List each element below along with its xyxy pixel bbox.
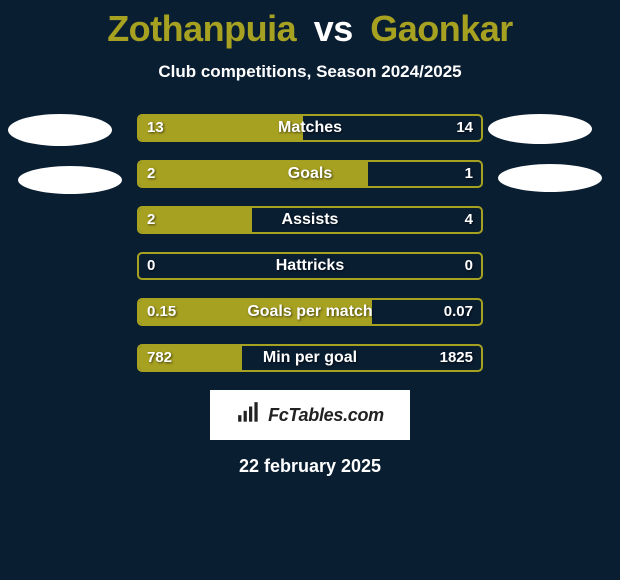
chart-area: 13Matches14 2Goals1 2Assists4 0Hattricks0 0.… [0, 114, 620, 372]
bar-chart-icon [236, 400, 262, 431]
stat-value-right: 0 [465, 254, 473, 278]
stat-value-right: 1825 [440, 346, 473, 370]
team-badge-placeholder [488, 114, 592, 144]
stat-row: 0Hattricks0 [137, 252, 483, 280]
logo-text: FcTables.com [268, 405, 384, 426]
stat-label: Hattricks [139, 254, 481, 278]
stat-label: Matches [139, 116, 481, 140]
stat-value-right: 4 [465, 208, 473, 232]
team-badge-placeholder [8, 114, 112, 146]
date-text: 22 february 2025 [0, 456, 620, 477]
team-badge-placeholder [18, 166, 122, 194]
stat-row: 2Goals1 [137, 160, 483, 188]
stat-label: Goals [139, 162, 481, 186]
stat-value-right: 0.07 [444, 300, 473, 324]
vs-text: vs [314, 8, 353, 49]
stat-label: Assists [139, 208, 481, 232]
stat-row: 0.15Goals per match0.07 [137, 298, 483, 326]
stat-label: Goals per match [139, 300, 481, 324]
stat-value-right: 1 [465, 162, 473, 186]
team-badge-placeholder [498, 164, 602, 192]
stat-value-right: 14 [456, 116, 473, 140]
player1-name: Zothanpuia [107, 8, 296, 49]
fctables-logo[interactable]: FcTables.com [210, 390, 410, 440]
comparison-bars: 13Matches14 2Goals1 2Assists4 0Hattricks0 0.… [137, 114, 483, 372]
stat-row: 782Min per goal1825 [137, 344, 483, 372]
player2-name: Gaonkar [370, 8, 513, 49]
subtitle: Club competitions, Season 2024/2025 [0, 62, 620, 82]
comparison-title: Zothanpuia vs Gaonkar [0, 0, 620, 50]
stat-row: 2Assists4 [137, 206, 483, 234]
stat-row: 13Matches14 [137, 114, 483, 142]
stat-label: Min per goal [139, 346, 481, 370]
